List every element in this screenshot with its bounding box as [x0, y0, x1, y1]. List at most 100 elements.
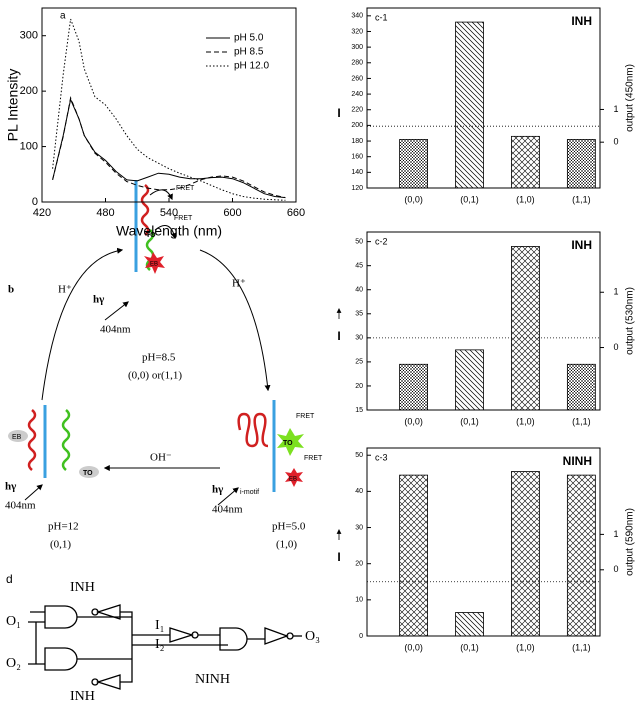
- y-tick-label: 40: [355, 287, 363, 294]
- y2-tick-label: 1: [613, 104, 618, 114]
- panel-label: b: [8, 284, 14, 296]
- label: pH=8.5: [142, 352, 176, 364]
- y-tick-label: 35: [355, 311, 363, 318]
- y-tick-label: 320: [351, 28, 363, 35]
- panel-label: a: [60, 11, 66, 22]
- y-tick-label: 300: [20, 30, 38, 42]
- x-tick-label: 660: [287, 207, 305, 219]
- label: EB: [289, 477, 297, 483]
- x-tick-label: 420: [33, 207, 51, 219]
- panel-label: c-3: [375, 452, 388, 462]
- y-tick-label: 300: [351, 44, 363, 51]
- x-axis-label: Wavelength (nm): [116, 223, 222, 239]
- label: i-motif: [240, 489, 259, 496]
- y-tick-label: 30: [355, 335, 363, 342]
- y-tick-label: 0: [359, 633, 363, 640]
- label: (0,0) or(1,1): [128, 370, 182, 382]
- label: pH=12: [48, 521, 79, 533]
- bar: [511, 135, 540, 189]
- y-tick-label: 20: [355, 383, 363, 390]
- gate-label: INH: [70, 689, 95, 704]
- eb-star: [285, 468, 303, 487]
- y2-tick-label: 1: [613, 287, 618, 297]
- y2-tick-label: 0: [613, 137, 618, 147]
- dye: [8, 430, 28, 442]
- spectrum-line: [52, 97, 286, 199]
- legend-label: pH 12.0: [234, 61, 269, 72]
- light-arrow: [24, 484, 43, 501]
- and-gate: [44, 647, 78, 671]
- bar: [455, 21, 484, 189]
- annotation: NINH: [563, 454, 592, 468]
- x-tick-label: (1,1): [572, 642, 591, 652]
- x-tick-label: (1,0): [516, 416, 535, 426]
- dna-red: [140, 184, 150, 236]
- x-tick-label: 600: [223, 207, 241, 219]
- label: EB: [12, 434, 22, 441]
- light-arrow: [104, 301, 129, 321]
- panel-label: c-2: [375, 236, 388, 246]
- bar: [455, 612, 484, 637]
- dye: [79, 466, 99, 478]
- eb-star: [144, 252, 165, 274]
- x-tick-label: (0,1): [460, 416, 479, 426]
- y-tick-label: 220: [351, 107, 363, 114]
- y2-axis-label: output (450nm): [625, 64, 636, 132]
- label: OH⁻: [150, 452, 172, 464]
- dna-red: [27, 409, 37, 471]
- cycle-arrow: [199, 249, 271, 392]
- bar: [511, 246, 540, 411]
- label: (0,1): [50, 539, 71, 551]
- y-tick-label: 25: [355, 359, 363, 366]
- panel-label: d: [6, 572, 13, 586]
- x-tick-label: (0,1): [460, 642, 479, 652]
- y-tick-label: 280: [351, 60, 363, 67]
- label: FRET: [176, 185, 195, 192]
- x-tick-label: (0,1): [460, 194, 479, 204]
- y-tick-label: 180: [351, 138, 363, 145]
- label: hγ: [212, 484, 223, 496]
- y-tick-label: 120: [351, 185, 363, 192]
- bubble: [91, 678, 99, 686]
- legend-label: pH 5.0: [234, 33, 264, 44]
- label: hγ: [93, 294, 104, 306]
- not-gate: [247, 627, 289, 645]
- y-tick-label: 20: [355, 561, 363, 568]
- y-tick-label: 15: [355, 407, 363, 414]
- label: H⁺: [232, 278, 246, 290]
- bar: [511, 471, 540, 637]
- x-tick-label: 540: [160, 207, 178, 219]
- input-label: O₁: [6, 614, 21, 629]
- wire: [28, 611, 228, 683]
- label: 404nm: [5, 500, 36, 512]
- light-arrow: [217, 487, 239, 506]
- y-tick-label: 140: [351, 169, 363, 176]
- fret-arrow: [154, 225, 177, 240]
- i-motif: [237, 412, 269, 448]
- signal-label: I₁: [155, 618, 165, 633]
- label: TO: [146, 232, 156, 239]
- bar: [566, 474, 596, 637]
- y-tick-label: 45: [355, 263, 363, 270]
- annotation: INH: [571, 238, 592, 252]
- y2-axis-label: output (530nm): [625, 287, 636, 355]
- y-tick-label: 240: [351, 91, 363, 98]
- to-star: [277, 428, 304, 456]
- dna-green: [61, 409, 71, 471]
- y-tick-label: 0: [32, 196, 38, 208]
- y-axis-label: I: [337, 329, 340, 343]
- bar: [455, 349, 484, 411]
- y-tick-label: 30: [355, 524, 363, 531]
- y-tick-label: 260: [351, 75, 363, 82]
- label: TO: [83, 470, 93, 477]
- y-axis-label: PL Intensity: [5, 69, 21, 142]
- x-tick-label: (0,0): [404, 194, 423, 204]
- and-gate: [44, 605, 78, 629]
- x-tick-label: (0,0): [404, 642, 423, 652]
- x-tick-label: (1,0): [516, 194, 535, 204]
- x-tick-label: 480: [96, 207, 114, 219]
- label: 404nm: [100, 324, 131, 336]
- label: H⁺: [58, 284, 72, 296]
- legend-label: pH 8.5: [234, 47, 264, 58]
- bubble: [91, 608, 99, 616]
